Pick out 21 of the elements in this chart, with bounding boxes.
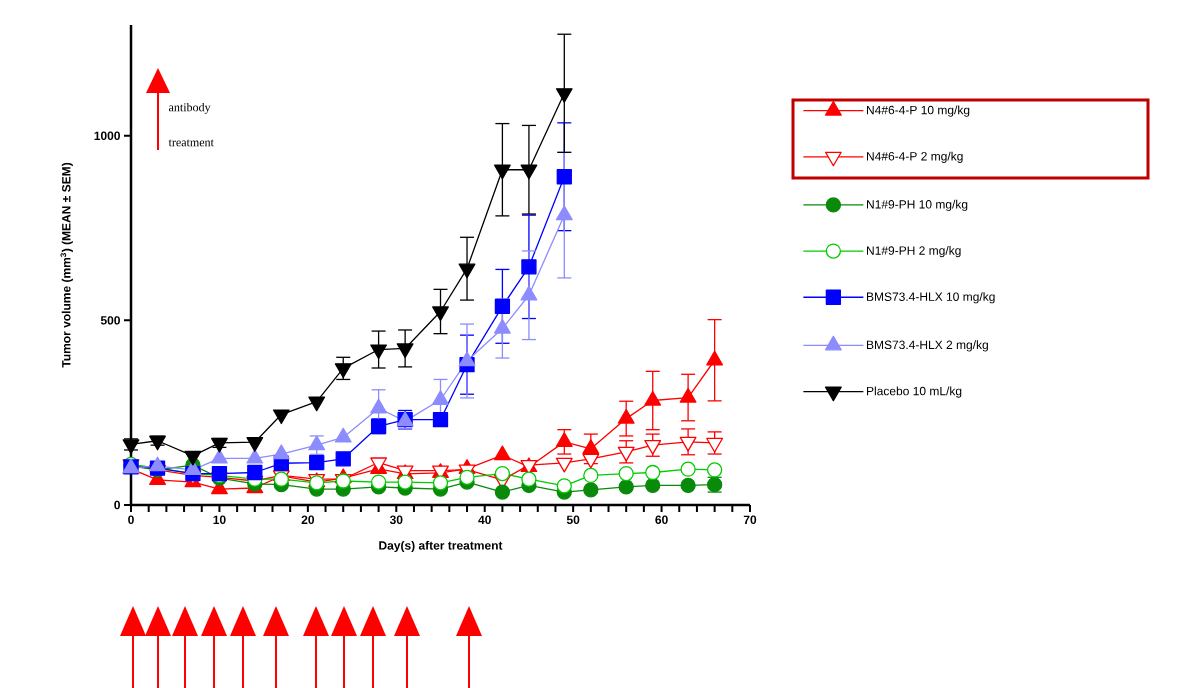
legend-label: N1#9-PH 10 mg/kg [867,199,968,211]
legend-label: BMS73.4-HLX 10 mg/kg [867,292,995,304]
legend-label: BMS73.4-HLX 2 mg/kg [867,340,988,352]
y-axis-title: Tumor volume (mm$^{3}$) (MEAN ± SEM) [60,162,73,368]
x-tick-label: 0 [128,515,134,525]
legend-label: N4#6-4-P 10 mg/kg [867,105,970,117]
x-tick-label: 50 [566,515,580,525]
x-tick-label: 30 [389,515,403,525]
text: antibody treatment [168,102,214,147]
x-tick-label: 20 [301,515,315,525]
legend-label: Placebo 10 mL/kg [867,386,962,398]
legend-label: N1#9-PH 2 mg/kg [867,245,961,258]
x-tick-label: 60 [655,515,668,525]
x-axis-title: Day(s) after treatment [379,540,503,553]
y-tick-label: 500 [100,316,120,325]
x-tick-label: 70 [743,515,757,525]
x-tick-label: 40 [478,515,491,525]
y-tick-label: 1000 [94,131,120,140]
legend-label: N4#6-4-P 2 mg/kg [867,151,963,163]
y-tick-label: 0 [114,500,120,510]
x-tick-label: 10 [213,515,226,525]
